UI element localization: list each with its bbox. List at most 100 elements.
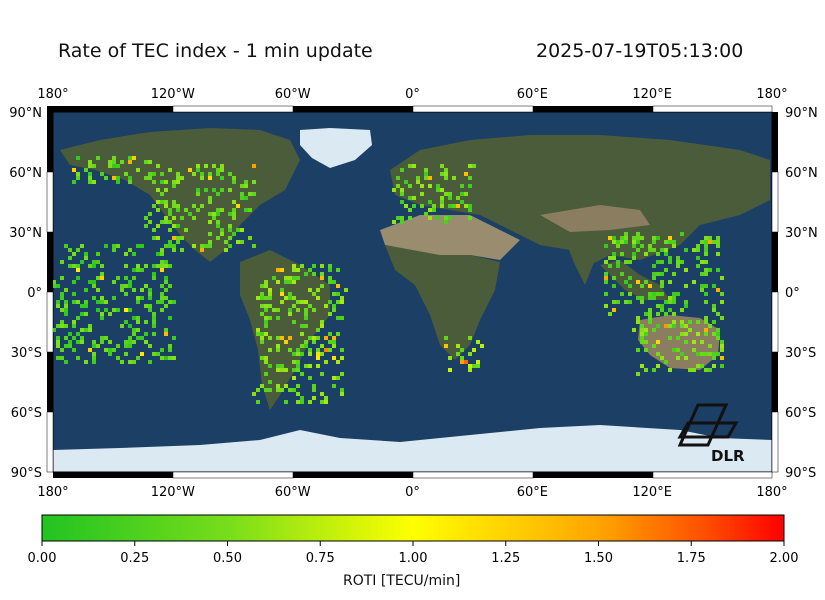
roti-cell [680,308,684,312]
roti-cell [328,340,332,344]
roti-cell [720,348,724,352]
roti-cell [708,368,712,372]
roti-cell [708,268,712,272]
roti-cell [608,264,612,268]
roti-cell [136,300,140,304]
roti-cell [448,368,452,372]
lat-tick-label-left: 30°S [11,346,42,361]
roti-cell [316,356,320,360]
roti-cell [128,176,132,180]
roti-cell [408,164,412,168]
roti-cell [460,356,464,360]
roti-cell [308,348,312,352]
roti-cell [320,400,324,404]
roti-cell [240,196,244,200]
roti-cell [216,220,220,224]
roti-cell [72,324,76,328]
roti-cell [240,184,244,188]
roti-cell [268,364,272,368]
roti-cell [424,172,428,176]
roti-cell [696,332,700,336]
roti-cell [468,204,472,208]
roti-cell [108,160,112,164]
roti-cell [152,204,156,208]
roti-cell [80,244,84,248]
roti-cell [636,296,640,300]
roti-cell [464,360,468,364]
roti-cell [316,336,320,340]
roti-cell [140,268,144,272]
roti-cell [480,344,484,348]
roti-cell [308,336,312,340]
roti-cell [340,348,344,352]
roti-cell [328,348,332,352]
roti-cell [408,216,412,220]
roti-cell [396,176,400,180]
roti-cell [696,244,700,248]
roti-cell [336,284,340,288]
roti-cell [700,260,704,264]
roti-cell [152,172,156,176]
roti-cell [612,276,616,280]
roti-cell [668,368,672,372]
roti-cell [700,364,704,368]
roti-cell [664,312,668,316]
roti-cell [264,388,268,392]
roti-cell [624,240,628,244]
roti-cell [316,348,320,352]
roti-cell [648,248,652,252]
roti-cell [84,288,88,292]
roti-cell [336,332,340,336]
roti-cell [612,236,616,240]
roti-cell [696,256,700,260]
roti-cell [704,320,708,324]
roti-cell [164,220,168,224]
roti-cell [76,276,80,280]
roti-cell [656,324,660,328]
roti-cell [472,164,476,168]
roti-cell [656,252,660,256]
roti-cell [460,360,464,364]
roti-cell [144,304,148,308]
roti-cell [408,196,412,200]
roti-cell [216,168,220,172]
roti-cell [692,368,696,372]
roti-cell [116,244,120,248]
roti-cell [604,280,608,284]
roti-cell [696,248,700,252]
roti-cell [60,348,64,352]
roti-cell [652,292,656,296]
roti-cell [416,176,420,180]
roti-cell [164,296,168,300]
lon-tick-label: 0° [405,87,420,102]
roti-cell [172,224,176,228]
roti-cell [100,296,104,300]
roti-cell [148,212,152,216]
roti-cell [76,268,80,272]
roti-cell [664,268,668,272]
roti-cell [276,384,280,388]
roti-cell [312,388,316,392]
roti-cell [424,212,428,216]
roti-cell [228,228,232,232]
roti-cell [264,372,268,376]
roti-cell [284,384,288,388]
roti-cell [332,336,336,340]
lat-tick-label-left: 90°S [11,466,42,481]
roti-cell [604,244,608,248]
roti-cell [672,244,676,248]
roti-cell [104,244,108,248]
roti-cell [144,216,148,220]
roti-cell [340,316,344,320]
roti-cell [292,320,296,324]
roti-cell [88,160,92,164]
roti-cell [664,248,668,252]
roti-cell [244,180,248,184]
roti-cell [60,356,64,360]
roti-cell [92,284,96,288]
roti-cell [180,236,184,240]
roti-cell [716,252,720,256]
roti-cell [236,204,240,208]
roti-cell [60,292,64,296]
roti-cell [652,344,656,348]
